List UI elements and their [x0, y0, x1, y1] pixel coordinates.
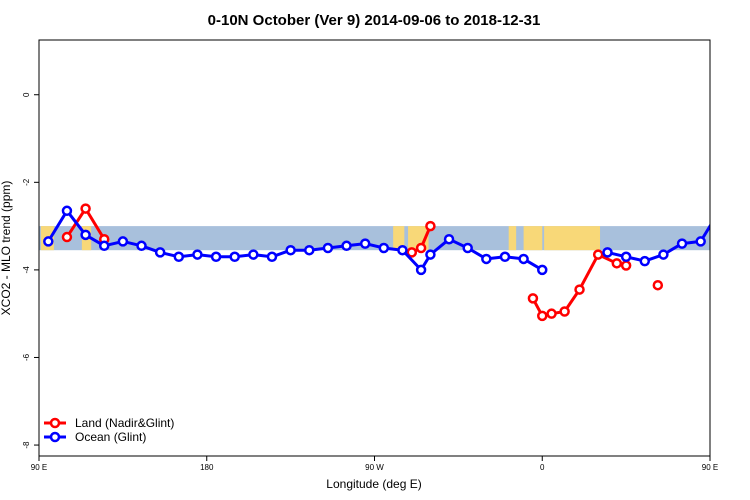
map-land-2 [393, 226, 405, 251]
ocean-point [98, 240, 110, 252]
ocean-point [117, 236, 129, 247]
land-point [652, 279, 664, 291]
y-tick-label: 0 [22, 92, 31, 97]
land-point [527, 293, 539, 304]
ocean-point [322, 242, 334, 254]
y-tick-label: -6 [22, 353, 31, 361]
x-tick-label: 180 [200, 463, 214, 472]
land-point [592, 249, 604, 260]
ocean-point [210, 251, 222, 263]
x-axis: 90 E 180 90 W 0 90 E [31, 456, 718, 472]
ocean-point [481, 253, 492, 265]
legend-land-marker [49, 417, 61, 429]
ocean-point [658, 249, 669, 260]
map-land-5 [523, 226, 543, 251]
x-tick-label: 0 [540, 463, 545, 472]
ocean-point [397, 244, 408, 256]
ocean-point [425, 249, 436, 260]
x-axis-label: Longitude (deg E) [326, 477, 421, 491]
legend-ocean-marker [49, 431, 61, 443]
ocean-point [639, 255, 651, 267]
land-point [80, 203, 91, 214]
x-tick-label: 90 W [365, 463, 384, 472]
legend-land-label: Land (Nadir&Glint) [75, 416, 174, 430]
ocean-point [602, 247, 613, 258]
y-axis: 0 -2 -4 -6 -8 [22, 92, 39, 449]
x-tick-label: 90 E [31, 463, 47, 472]
ocean-point [192, 249, 203, 260]
land-point [406, 247, 418, 258]
y-tick-label: -4 [22, 266, 31, 274]
land-point [415, 242, 427, 254]
ocean-point [304, 244, 315, 256]
y-tick-label: -2 [22, 178, 31, 186]
land-point [537, 310, 548, 322]
ocean-point [136, 240, 147, 252]
ocean-point [154, 247, 166, 258]
legend-ocean-label: Ocean (Glint) [75, 430, 146, 444]
land-point [425, 220, 436, 232]
land-point [620, 260, 632, 271]
chart-title: 0-10N October (Ver 9) 2014-09-06 to 2018… [208, 12, 541, 29]
land-point [574, 284, 585, 295]
ocean-point [248, 249, 259, 260]
ocean-point [734, 231, 742, 239]
ocean-point [173, 251, 185, 263]
map-land-7 [712, 226, 725, 250]
ocean-point [43, 236, 54, 247]
land-point [61, 231, 73, 243]
ocean-point [80, 229, 91, 241]
ocean-series-line [47, 209, 544, 272]
ocean-point [499, 251, 511, 263]
map-land-6 [544, 226, 601, 251]
land-point [611, 258, 623, 269]
x-tick-label: 90 E [702, 463, 718, 472]
ocean-point [285, 244, 296, 256]
y-axis-label: XCO2 - MLO trend (ppm) [0, 181, 13, 316]
y-tick-label: -8 [22, 441, 31, 449]
land-point [546, 308, 557, 319]
ocean-point [415, 264, 427, 276]
ocean-point [695, 236, 706, 247]
ocean-point [676, 238, 688, 249]
ocean-point [443, 233, 455, 245]
ocean-point [359, 238, 371, 249]
ocean-point [341, 240, 352, 252]
ocean-point [266, 251, 278, 263]
land-point [559, 306, 570, 317]
ocean-point [229, 251, 240, 263]
map-land-4 [508, 226, 517, 251]
land-series-line [738, 209, 750, 240]
ocean-point [537, 264, 548, 276]
ocean-point [620, 251, 632, 263]
legend: Land (Nadir&Glint) Ocean (Glint) [44, 416, 174, 444]
ocean-point [715, 207, 723, 215]
ocean-point [61, 205, 73, 217]
ocean-point [518, 253, 529, 265]
land-point [734, 233, 742, 241]
series-layer [43, 203, 750, 322]
ocean-point [378, 242, 390, 254]
ocean-point [462, 242, 473, 254]
